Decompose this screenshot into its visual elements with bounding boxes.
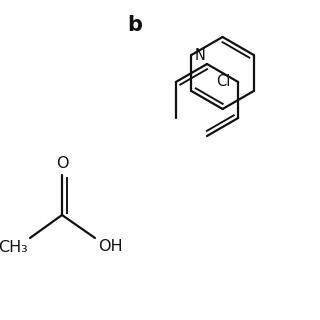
Text: O: O — [56, 156, 68, 171]
Text: OH: OH — [98, 239, 123, 254]
Text: b: b — [127, 15, 142, 35]
Text: N: N — [195, 47, 205, 62]
Text: CH₃: CH₃ — [0, 240, 28, 255]
Text: Cl: Cl — [216, 75, 230, 90]
